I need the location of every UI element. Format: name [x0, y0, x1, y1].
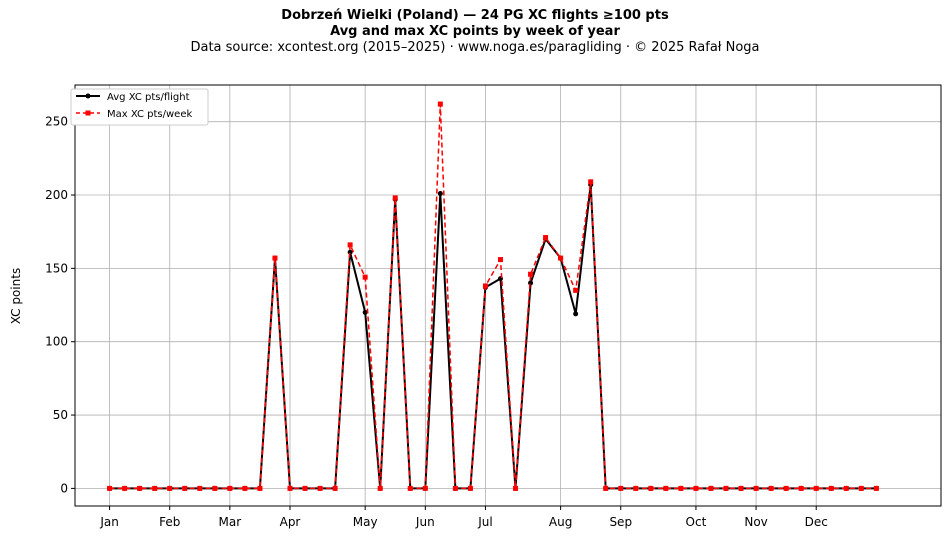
data-point-max [588, 179, 594, 185]
x-tick-label: Aug [549, 515, 572, 529]
chart-subtitle: Avg and max XC points by week of year [330, 24, 620, 39]
x-tick-label: Jan [99, 515, 119, 529]
chart-title: Dobrzeń Wielki (Poland) — 24 PG XC fligh… [281, 8, 669, 23]
data-point-max [347, 242, 353, 248]
data-point-max [618, 485, 624, 491]
data-point-max [197, 485, 203, 491]
series-line-avg [109, 183, 877, 490]
legend-marker-avg [85, 93, 91, 99]
x-tick-label: May [353, 515, 378, 529]
data-point-max [332, 485, 338, 491]
data-point-max [302, 485, 308, 491]
y-axis: 0 50 100 150 200 250 [45, 115, 75, 495]
data-point-max [603, 485, 609, 491]
data-point-max [573, 287, 579, 293]
data-point-max [723, 485, 729, 491]
data-point-max [137, 485, 143, 491]
data-point-max [107, 485, 113, 491]
y-tick-label: 100 [45, 335, 68, 349]
x-tick-label: Jul [477, 515, 492, 529]
data-point-max [858, 485, 864, 491]
data-point-max [407, 485, 413, 491]
x-axis: Jan Feb Mar Apr May Jun Jul Aug Sep Oct Nov Dec [99, 506, 828, 529]
data-point-max [798, 485, 804, 491]
y-axis-label: XC points [9, 268, 23, 324]
data-point-max [708, 485, 714, 491]
plot-frame [74, 84, 942, 507]
legend: Avg XC pts/flight Max XC pts/week [70, 88, 209, 126]
series-line-max [109, 103, 877, 490]
y-tick-label: 150 [45, 261, 68, 275]
data-point-max [513, 485, 519, 491]
data-point-max [528, 271, 534, 277]
x-tick-label: Nov [744, 515, 767, 529]
x-tick-label: Feb [159, 515, 180, 529]
data-point-max [227, 485, 233, 491]
y-tick-label: 50 [53, 408, 68, 422]
legend-marker-max [85, 110, 91, 116]
y-tick-label: 0 [60, 481, 68, 495]
grid [75, 85, 941, 506]
data-point-max [467, 485, 473, 491]
data-point-max [843, 485, 849, 491]
data-point-max [768, 485, 774, 491]
x-tick-label: Apr [280, 515, 301, 529]
data-point-avg [573, 311, 579, 317]
data-point-max [362, 274, 368, 280]
legend-box [70, 88, 209, 126]
data-point-max [317, 485, 323, 491]
data-point-max [212, 485, 218, 491]
data-point-max [257, 485, 263, 491]
x-tick-label: Dec [805, 515, 828, 529]
data-point-max [678, 485, 684, 491]
series-group [107, 101, 879, 491]
data-point-avg [437, 191, 443, 197]
data-point-avg [362, 309, 368, 315]
legend-label-avg: Avg XC pts/flight [107, 92, 190, 103]
data-point-max [497, 257, 503, 263]
data-point-max [813, 485, 819, 491]
x-tick-label: Mar [219, 515, 242, 529]
data-point-max [693, 485, 699, 491]
data-point-max [828, 485, 834, 491]
data-point-max [452, 485, 458, 491]
data-point-max [663, 485, 669, 491]
chart-source-note: Data source: xcontest.org (2015–2025) · … [190, 40, 760, 55]
data-point-max [648, 485, 654, 491]
data-point-max [543, 235, 549, 241]
data-point-max [783, 485, 789, 491]
data-point-max [287, 485, 293, 491]
data-point-max [482, 283, 488, 289]
data-point-max [182, 485, 188, 491]
x-tick-label: Jun [415, 515, 435, 529]
data-point-max [272, 255, 278, 261]
chart-titles: Dobrzeń Wielki (Poland) — 24 PG XC fligh… [0, 8, 950, 56]
data-point-max [152, 485, 158, 491]
data-point-max [392, 195, 398, 201]
y-tick-label: 250 [45, 115, 68, 129]
data-point-max [873, 485, 879, 491]
data-point-max [437, 101, 443, 107]
data-point-max [633, 485, 639, 491]
x-tick-label: Oct [686, 515, 707, 529]
data-point-max [242, 485, 248, 491]
data-point-max [122, 485, 128, 491]
legend-label-max: Max XC pts/week [107, 109, 192, 120]
x-tick-label: Sep [609, 515, 632, 529]
data-point-max [753, 485, 759, 491]
data-point-max [738, 485, 744, 491]
data-point-max [167, 485, 173, 491]
data-point-max [377, 485, 383, 491]
y-tick-label: 200 [45, 188, 68, 202]
data-point-max [422, 485, 428, 491]
data-point-max [558, 255, 564, 261]
